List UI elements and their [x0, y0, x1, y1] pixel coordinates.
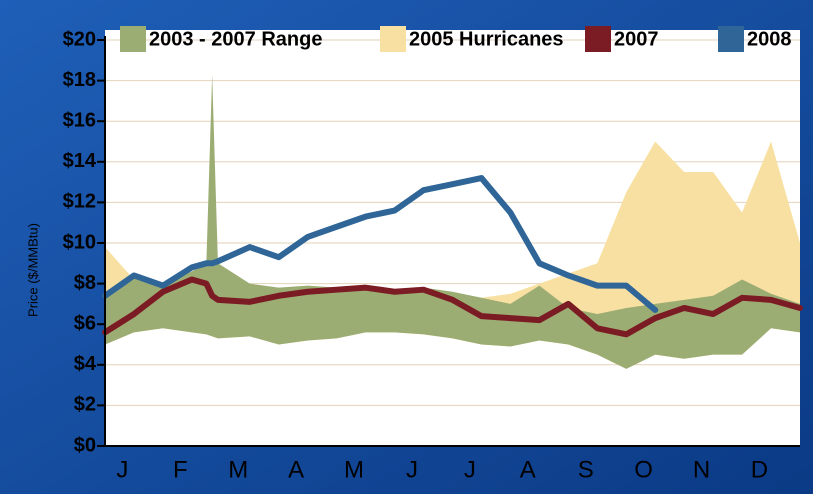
y-tick-label: $12 [63, 191, 96, 213]
y-tick-label: $4 [74, 353, 97, 375]
x-tick-label: M [344, 456, 364, 483]
legend-swatch [585, 26, 611, 52]
legend-label: 2008 [747, 28, 792, 50]
x-tick-label: J [464, 456, 476, 483]
legend-label: 2007 [614, 28, 659, 50]
x-tick-label: F [173, 456, 188, 483]
y-tick-label: $10 [63, 231, 96, 253]
x-tick-label: M [228, 456, 248, 483]
legend-label: 2005 Hurricanes [409, 28, 564, 50]
legend-swatch [380, 26, 406, 52]
x-tick-label: S [578, 456, 594, 483]
line [102, 276, 803, 338]
line [102, 175, 659, 313]
x-tick-label: N [693, 456, 710, 483]
x-tick-label: J [116, 456, 128, 483]
x-tick-label: O [634, 456, 653, 483]
y-tick-label: $20 [63, 28, 96, 50]
x-tick-label: A [288, 456, 304, 483]
y-tick-label: $2 [74, 394, 96, 416]
x-tick-label: J [406, 456, 418, 483]
y-axis-label: Price ($/MMBtu) [25, 223, 40, 317]
y-tick-label: $18 [63, 69, 96, 91]
legend-swatch [120, 26, 146, 52]
y-tick-label: $6 [74, 312, 96, 334]
y-tick-label: $14 [63, 150, 97, 172]
x-tick-label: D [751, 456, 768, 483]
x-tick-label: A [520, 456, 536, 483]
legend-swatch [718, 26, 744, 52]
y-tick-label: $0 [74, 434, 96, 456]
y-tick-label: $16 [63, 109, 96, 131]
y-tick-label: $8 [74, 272, 96, 294]
legend-label: 2003 - 2007 Range [149, 28, 322, 50]
